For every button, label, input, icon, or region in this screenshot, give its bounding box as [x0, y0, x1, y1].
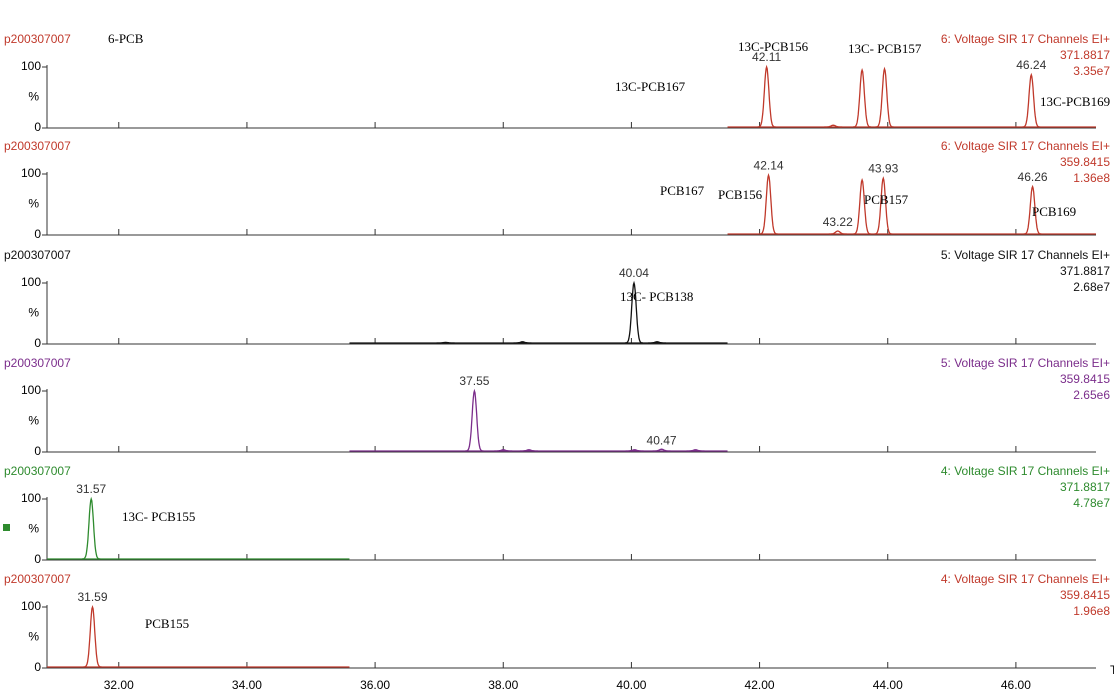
peak — [648, 341, 666, 344]
peak — [874, 176, 893, 235]
peak-label: 37.55 — [459, 374, 489, 388]
intensity-label: 2.68e7 — [1073, 280, 1110, 294]
mass-label: 359.8415 — [1060, 588, 1110, 602]
y-axis-label: % — [28, 197, 39, 211]
peak — [494, 449, 513, 452]
sample-label: p200307007 — [4, 32, 71, 46]
peak — [436, 341, 455, 344]
peak-label: 40.04 — [619, 266, 649, 280]
y-tick-label: 100 — [21, 599, 41, 613]
peak-label: 43.93 — [868, 161, 898, 175]
y-tick-label: 0 — [34, 227, 41, 241]
y-tick-label: 0 — [34, 552, 41, 566]
compound-label: 13C-PCB156 — [738, 39, 809, 54]
x-tick-label: 32.00 — [104, 678, 134, 692]
channel-label: 4: Voltage SIR 17 Channels EI+ — [941, 464, 1110, 478]
peak — [83, 604, 102, 668]
peak — [624, 280, 644, 344]
compound-label: 13C- PCB138 — [620, 289, 693, 304]
y-tick-label: 100 — [21, 59, 41, 73]
peak — [828, 230, 847, 235]
y-tick-label: 0 — [34, 120, 41, 134]
compound-label: PCB155 — [145, 616, 189, 631]
y-axis-label: % — [28, 630, 39, 644]
peak — [759, 172, 778, 235]
channel-label: 5: Voltage SIR 17 Channels EI+ — [941, 248, 1110, 262]
intensity-label: 4.78e7 — [1073, 496, 1110, 510]
x-tick-label: 40.00 — [616, 678, 646, 692]
compound-label: PCB156 — [718, 187, 763, 202]
compound-label: PCB167 — [660, 183, 705, 198]
x-tick-label: 42.00 — [745, 678, 775, 692]
peak — [1022, 72, 1041, 128]
compound-label: 13C- PCB157 — [848, 41, 922, 56]
peak-label: 40.47 — [647, 433, 677, 447]
peak — [757, 64, 776, 128]
peak — [852, 67, 872, 128]
y-tick-label: 0 — [34, 660, 41, 674]
peak — [519, 449, 538, 452]
channel-label: 6: Voltage SIR 17 Channels EI+ — [941, 139, 1110, 153]
channel-label: 5: Voltage SIR 17 Channels EI+ — [941, 356, 1110, 370]
compound-label: 13C- PCB155 — [122, 509, 195, 524]
peak — [686, 449, 705, 452]
channel-label: 4: Voltage SIR 17 Channels EI+ — [941, 572, 1110, 586]
y-axis-label: % — [28, 90, 39, 104]
peak-label: 42.14 — [754, 158, 784, 172]
x-axis-label: Time — [1110, 663, 1114, 677]
y-tick-label: 100 — [21, 275, 41, 289]
sample-label: p200307007 — [4, 356, 71, 370]
peak-label: 31.59 — [77, 590, 107, 604]
compound-label: 13C-PCB169 — [1040, 94, 1110, 109]
x-tick-label: 44.00 — [873, 678, 903, 692]
sample-note: 6-PCB — [108, 31, 144, 46]
y-tick-label: 100 — [21, 166, 41, 180]
mass-label: 371.8817 — [1060, 480, 1110, 494]
peak — [465, 388, 484, 452]
peak — [1023, 184, 1042, 235]
intensity-label: 3.35e7 — [1073, 64, 1110, 78]
peak-label: 31.57 — [76, 482, 106, 496]
channel-label: 6: Voltage SIR 17 Channels EI+ — [941, 32, 1110, 46]
mass-label: 359.8415 — [1060, 155, 1110, 169]
peak-label: 43.22 — [823, 215, 853, 229]
intensity-label: 1.96e8 — [1073, 604, 1110, 618]
peak — [625, 449, 644, 452]
mass-label: 371.8817 — [1060, 48, 1110, 62]
y-tick-label: 0 — [34, 336, 41, 350]
sample-label: p200307007 — [4, 464, 71, 478]
peak — [513, 341, 532, 344]
y-axis-label: % — [28, 522, 39, 536]
peak — [652, 448, 671, 452]
y-tick-label: 0 — [34, 444, 41, 458]
x-tick-label: 46.00 — [1001, 678, 1031, 692]
compound-label: 13C-PCB167 — [615, 79, 686, 94]
x-tick-label: 38.00 — [488, 678, 518, 692]
sample-label: p200307007 — [4, 572, 71, 586]
y-axis-label: % — [28, 306, 39, 320]
peak-label: 42.11 — [752, 50, 781, 64]
mass-label: 359.8415 — [1060, 372, 1110, 386]
peak — [853, 178, 872, 235]
mass-label: 371.8817 — [1060, 264, 1110, 278]
compound-label: PCB157 — [864, 192, 909, 207]
y-tick-label: 100 — [21, 491, 41, 505]
peak — [82, 496, 101, 560]
peak-label: 46.26 — [1018, 170, 1048, 184]
peak-label: 46.24 — [1016, 58, 1046, 72]
channel-marker — [3, 524, 10, 531]
intensity-label: 2.65e6 — [1073, 388, 1110, 402]
y-axis-label: % — [28, 414, 39, 428]
x-tick-label: 34.00 — [232, 678, 262, 692]
x-tick-label: 36.00 — [360, 678, 390, 692]
compound-label: PCB169 — [1032, 204, 1076, 219]
peak — [875, 66, 894, 128]
y-tick-label: 100 — [21, 383, 41, 397]
peak — [824, 124, 843, 128]
sample-label: p200307007 — [4, 139, 71, 153]
intensity-label: 1.36e8 — [1073, 171, 1110, 185]
sample-label: p200307007 — [4, 248, 71, 262]
